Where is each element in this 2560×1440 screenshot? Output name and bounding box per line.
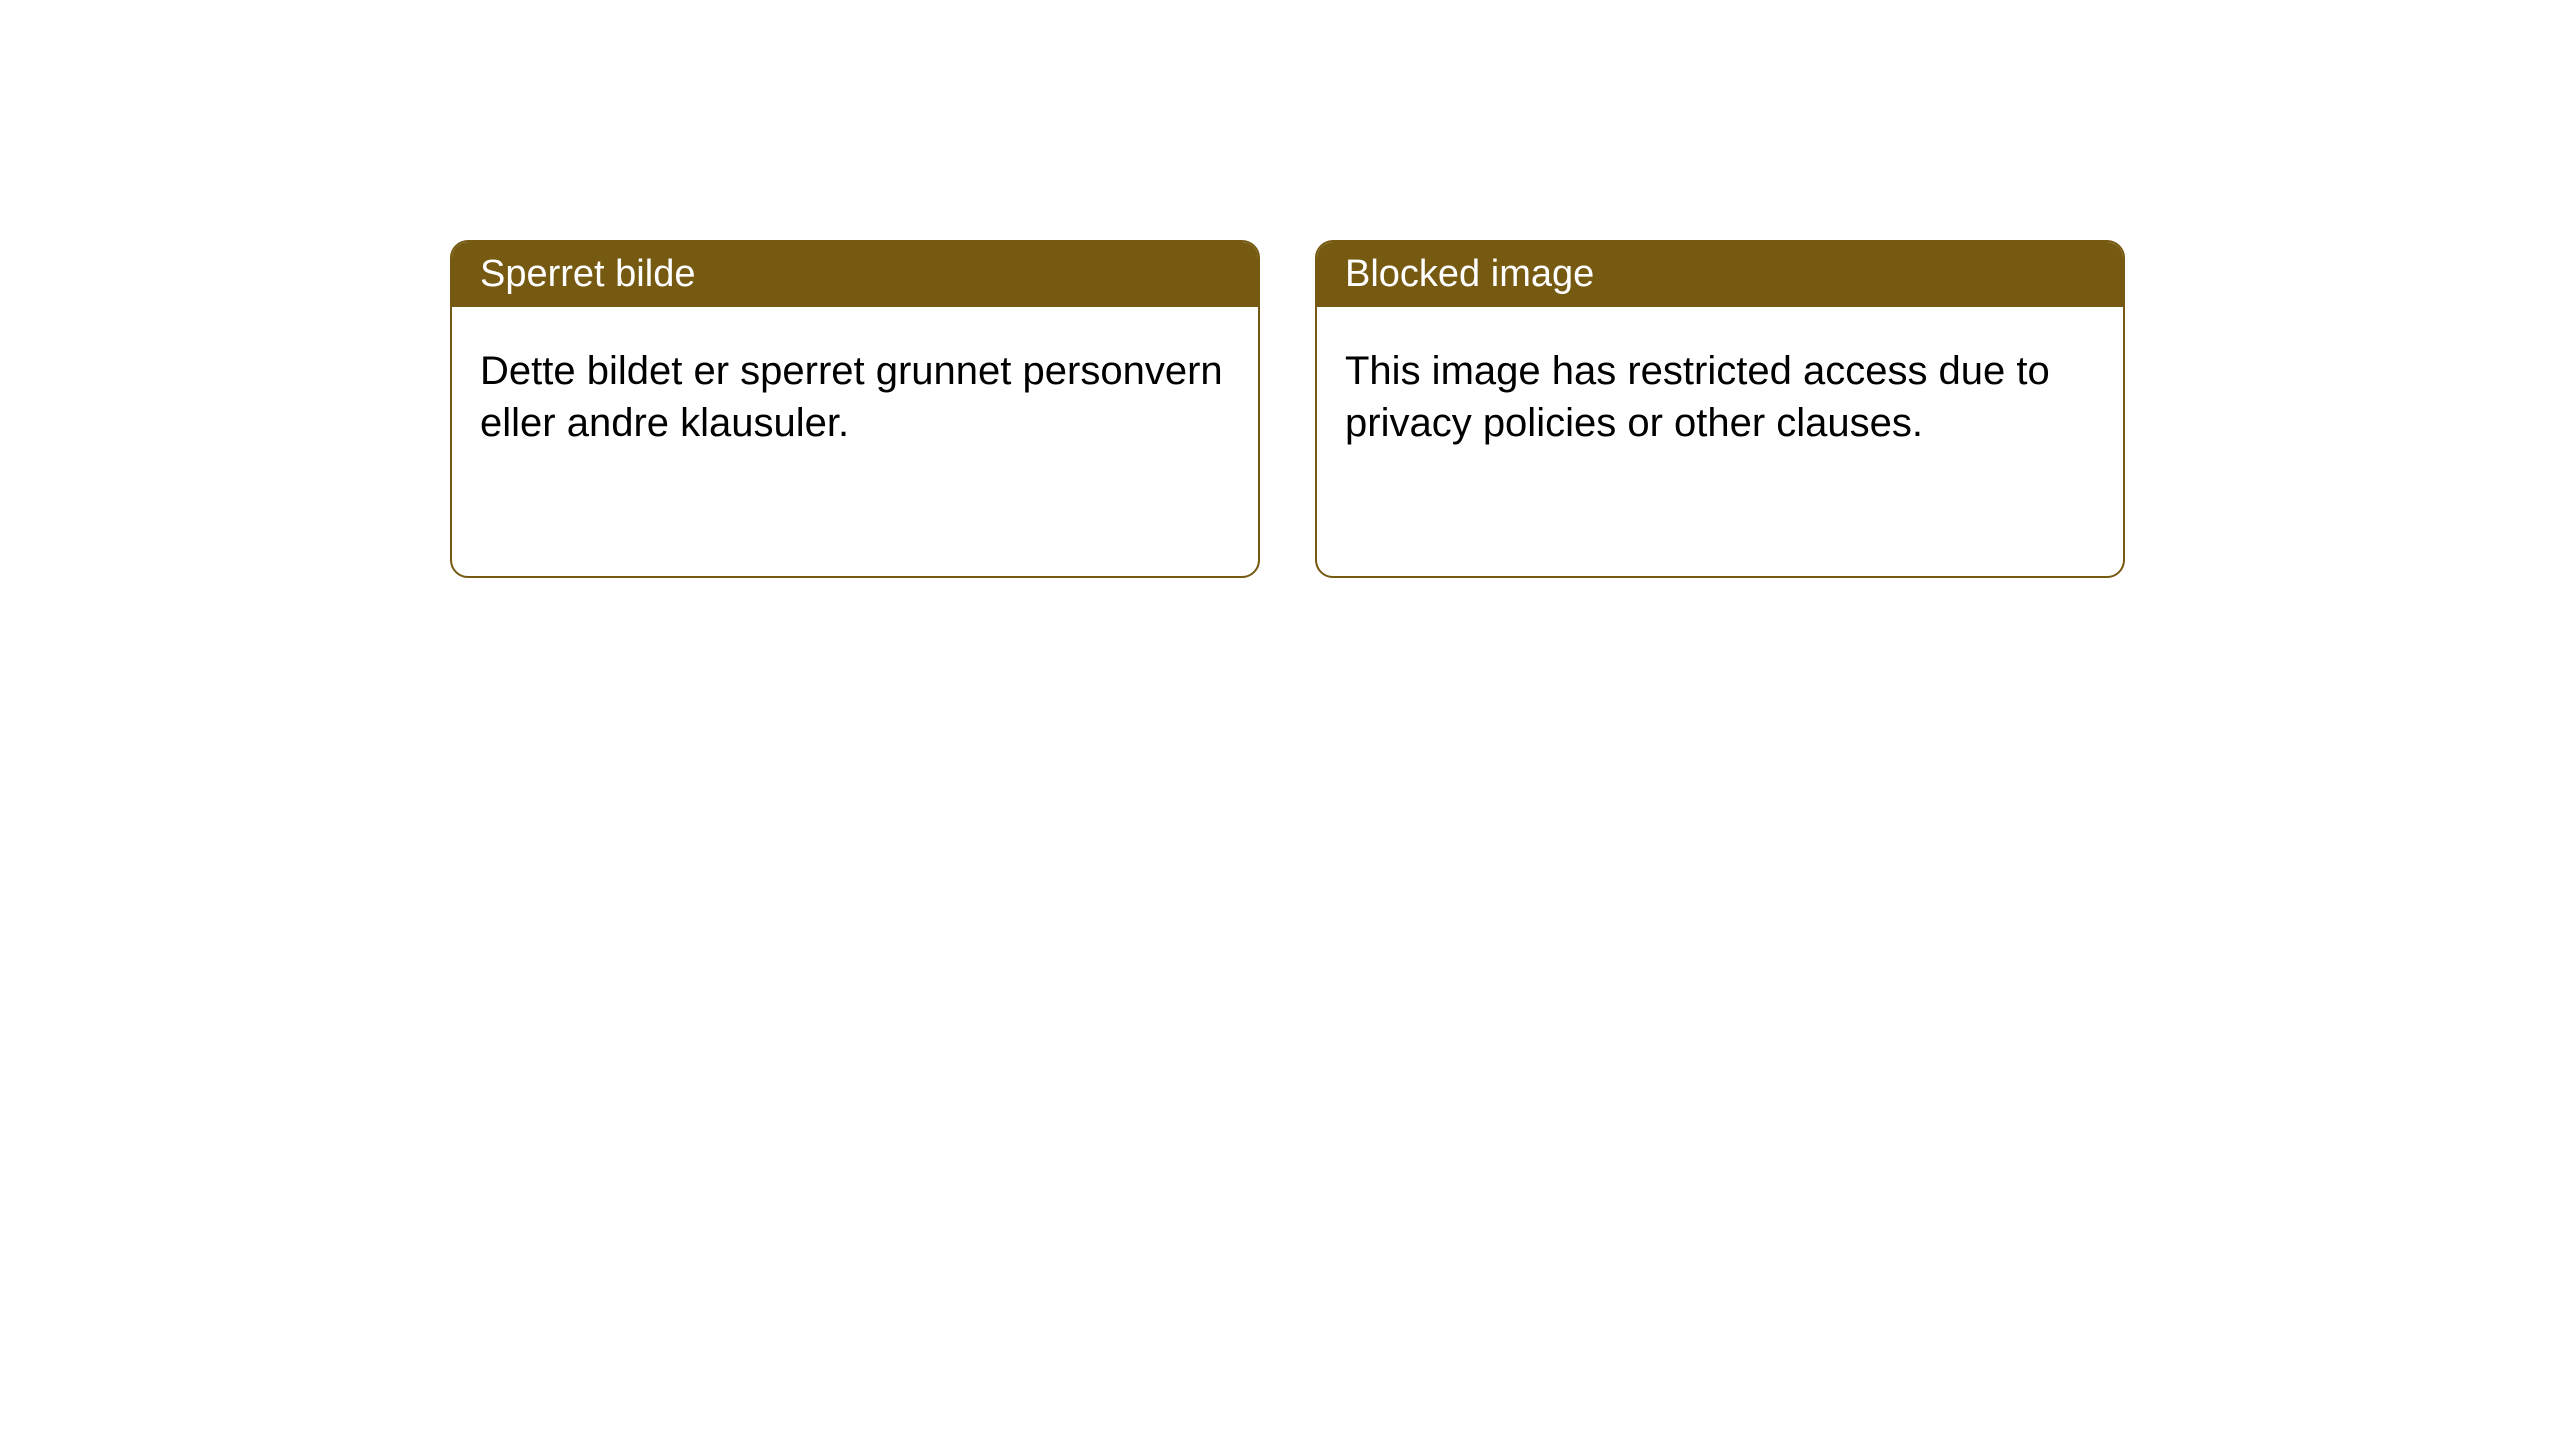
notice-body: Dette bildet er sperret grunnet personve… — [452, 307, 1258, 487]
notice-header: Blocked image — [1317, 242, 2123, 307]
notice-card-norwegian: Sperret bilde Dette bildet er sperret gr… — [450, 240, 1260, 578]
notice-card-english: Blocked image This image has restricted … — [1315, 240, 2125, 578]
notice-header: Sperret bilde — [452, 242, 1258, 307]
notice-body: This image has restricted access due to … — [1317, 307, 2123, 487]
notice-container: Sperret bilde Dette bildet er sperret gr… — [0, 0, 2560, 578]
